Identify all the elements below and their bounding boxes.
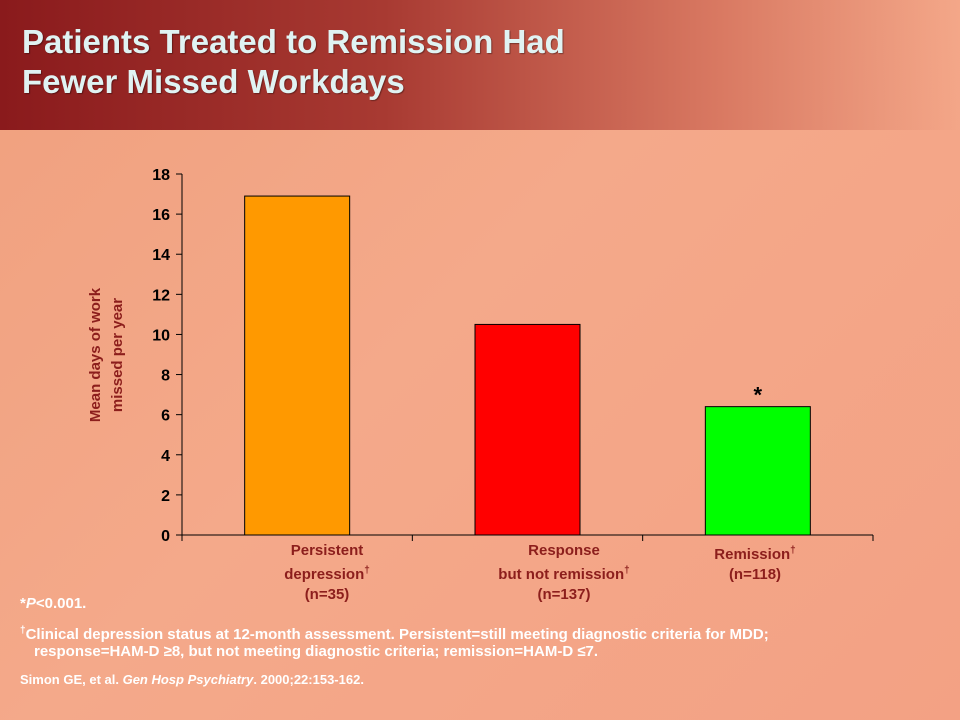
bar-0 bbox=[244, 195, 351, 536]
y-axis-label: Mean days of work missed per year bbox=[87, 287, 126, 422]
footnote-dagger: †Clinical depression status at 12-month … bbox=[20, 625, 769, 660]
footnotes: *P<0.001. †Clinical depression status at… bbox=[20, 595, 820, 688]
significance-annotation: * bbox=[754, 383, 763, 408]
category-label-response: Response but not remission† (n=137) bbox=[459, 541, 669, 605]
bar-1 bbox=[474, 323, 581, 536]
y-tick-label: 18 bbox=[152, 167, 170, 184]
category-label-line: but not remission† bbox=[498, 565, 630, 583]
y-tick-label: 8 bbox=[161, 368, 170, 385]
dagger-mark: † bbox=[20, 625, 26, 636]
y-tick-label: 2 bbox=[161, 488, 170, 505]
bar-2 bbox=[704, 406, 811, 536]
y-tick-label: 14 bbox=[152, 247, 170, 264]
y-tick-label: 12 bbox=[152, 287, 170, 304]
footnote-p-value: *P<0.001. bbox=[20, 595, 87, 612]
slide-title-line-1: Patients Treated to Remission Had bbox=[22, 23, 565, 60]
category-label-remission: Remission† (n=118) bbox=[675, 541, 835, 585]
slide-title-line-2: Fewer Missed Workdays bbox=[22, 63, 405, 100]
slide-title: Patients Treated to Remission Had Fewer … bbox=[22, 22, 565, 102]
footnote-citation: Simon GE, et al. Gen Hosp Psychiatry. 20… bbox=[20, 672, 364, 687]
category-label-line: depression† bbox=[284, 565, 370, 583]
title-band bbox=[0, 0, 960, 130]
dagger-mark: † bbox=[364, 565, 370, 576]
category-label-line: Remission† bbox=[714, 545, 796, 563]
y-tick-label: 6 bbox=[161, 408, 170, 425]
category-label-line: Persistent bbox=[290, 542, 364, 559]
category-label-n: (n=35) bbox=[304, 586, 350, 603]
dagger-mark: † bbox=[790, 545, 796, 556]
y-tick-label: 0 bbox=[161, 528, 170, 545]
category-label-persistent: Persistent depression† (n=35) bbox=[237, 541, 417, 605]
y-tick-label: 10 bbox=[152, 327, 170, 344]
category-label-n: (n=118) bbox=[728, 566, 782, 583]
y-axis-label-line: missed per year bbox=[109, 298, 126, 412]
y-tick-label: 4 bbox=[161, 448, 170, 465]
category-label-line: Response bbox=[528, 542, 600, 559]
y-tick-label: 16 bbox=[152, 207, 170, 224]
category-label-n: (n=137) bbox=[537, 586, 591, 603]
dagger-mark: † bbox=[624, 565, 630, 576]
y-axis-label-line: Mean days of work bbox=[87, 287, 104, 422]
